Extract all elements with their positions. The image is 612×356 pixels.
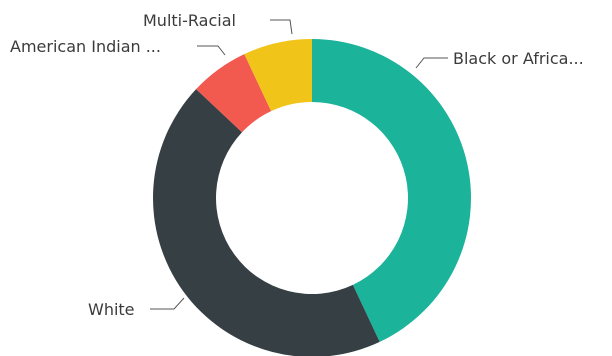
slice-black-or-african[interactable] [312,39,471,342]
slice-white[interactable] [153,89,380,356]
data-label-group: Black or Africa... White American Indian… [10,11,584,319]
data-label-black-or-african: Black or Africa... [453,49,584,68]
slice-multi-racial[interactable] [244,39,312,112]
leader-line-american-indian [197,45,226,56]
data-label-american-indian: American Indian ... [10,37,161,56]
leader-line-white [150,297,185,310]
leader-line-multi-racial [270,19,293,35]
data-label-white: White [88,300,135,319]
data-label-multi-racial: Multi-Racial [143,11,236,30]
slice-american-indian[interactable] [196,54,272,133]
leader-line-black-or-african [415,57,448,69]
donut-slices [153,39,471,356]
